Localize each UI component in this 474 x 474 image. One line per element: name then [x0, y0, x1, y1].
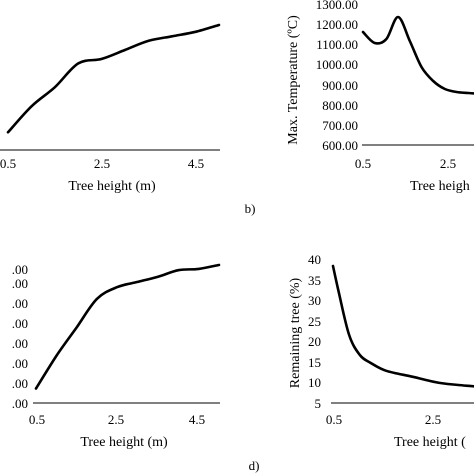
line-series-panel-b — [361, 15, 474, 95]
x-tick-label: 2.5 — [108, 412, 124, 427]
panel-label-b: b) — [245, 201, 256, 216]
y-tick-label: .00 — [12, 276, 28, 291]
y-tick-label: 5 — [315, 396, 322, 411]
y-tick-label: .00 — [12, 376, 28, 391]
x-tick-label: 2.5 — [440, 156, 456, 171]
y-tick-label: 1000.00 — [316, 57, 358, 72]
y-tick-label: 20 — [308, 334, 321, 349]
y-axis-title: Remaining tree (%) — [288, 277, 303, 388]
y-tick-label: .00 — [12, 336, 28, 351]
y-tick-label: 800.00 — [322, 98, 358, 113]
line-series-panel-d — [331, 264, 474, 388]
y-tick-label: .00 — [12, 356, 28, 371]
chart-panel-b: 600.00 700.00 800.00 900.00 1000.00 1100… — [286, 0, 474, 194]
x-tick-label: 4.5 — [188, 156, 204, 171]
y-tick-label: 10 — [308, 375, 321, 390]
chart-panel-d: 5 10 15 20 25 30 35 40 0.5 2.5 Tree heig… — [288, 252, 474, 450]
y-tick-label: 1200.00 — [316, 17, 358, 32]
y-tick-label: 25 — [308, 314, 321, 329]
y-tick-label: 700.00 — [322, 118, 358, 133]
y-tick-label: 900.00 — [322, 78, 358, 93]
y-tick-label: 1300.00 — [316, 0, 358, 12]
y-tick-label: 15 — [308, 355, 321, 370]
y-axis-title: Max. Temperature (ºC) — [286, 15, 301, 145]
x-tick-label: 0.5 — [326, 412, 342, 427]
y-tick-label: 40 — [308, 252, 321, 267]
y-tick-label: .00 — [12, 262, 28, 277]
x-axis-title: Tree height (m) — [68, 179, 156, 194]
y-tick-label: 30 — [308, 293, 321, 308]
x-axis-title: Tree height ( — [394, 435, 466, 450]
x-axis-title: Tree height (m) — [80, 435, 168, 450]
y-tick-label: 600.00 — [322, 138, 358, 153]
y-tick-label: 35 — [308, 273, 321, 288]
x-tick-label: 4.5 — [189, 412, 205, 427]
y-tick-label: .00 — [12, 296, 28, 311]
y-tick-label: .00 — [12, 316, 28, 331]
y-tick-label: 1100.00 — [316, 37, 358, 52]
chart-panel-a: 0.5 2.5 4.5 Tree height (m) — [0, 23, 221, 194]
y-tick-label: .00 — [12, 396, 28, 411]
x-tick-label: 0.5 — [29, 412, 45, 427]
line-series-panel-a — [6, 23, 221, 134]
x-axis-title: Tree heigh — [410, 179, 470, 194]
line-series-panel-c — [34, 263, 221, 390]
chart-panel-c: .00 .00 .00 .00 .00 .00 .00 .00 0.5 2.5 … — [12, 262, 221, 450]
x-tick-label: 2.5 — [425, 412, 441, 427]
panel-label-d: d) — [249, 458, 260, 473]
x-tick-label: 0.5 — [355, 156, 371, 171]
x-tick-label: 0.5 — [0, 156, 16, 171]
x-tick-label: 2.5 — [94, 156, 110, 171]
